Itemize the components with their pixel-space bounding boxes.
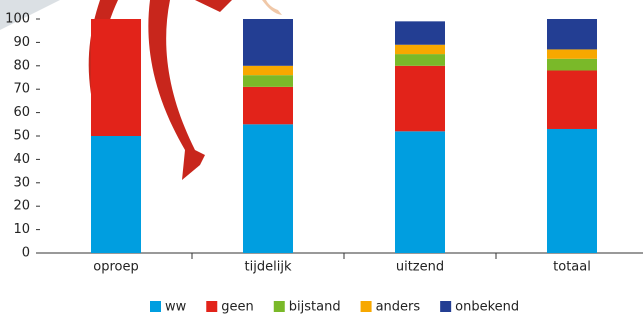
bar-segment (243, 19, 293, 66)
bar-segment (243, 87, 293, 124)
legend-swatch (361, 301, 372, 312)
bar-segment (395, 45, 445, 54)
x-tick-label: tijdelijk (245, 260, 292, 275)
decoration (195, 0, 232, 12)
bar-segment (547, 70, 597, 129)
x-tick-label: uitzend (396, 260, 444, 275)
bar-segment (395, 131, 445, 253)
legend-swatch (274, 301, 285, 312)
y-tick-label: 0 (22, 246, 30, 261)
decoration (262, 0, 282, 15)
y-tick-label: 20 (13, 199, 30, 214)
y-tick-label: 60 (13, 105, 30, 120)
legend-swatch (150, 301, 161, 312)
y-tick-label: 50 (13, 129, 30, 144)
bar-segment (395, 54, 445, 66)
y-tick-label: 90 (13, 35, 30, 50)
y-tick-label: 70 (13, 82, 30, 97)
bar-segment (243, 124, 293, 253)
bar-segment (91, 136, 141, 253)
bar-segment (547, 19, 597, 49)
bar-segment (395, 66, 445, 132)
y-tick-label: 100 (5, 12, 30, 27)
y-tick-label: 40 (13, 152, 30, 167)
y-tick-label: 30 (13, 175, 30, 190)
bar-segment (243, 75, 293, 87)
bar-segment (547, 129, 597, 253)
bar-segment (547, 49, 597, 58)
bar-segment (547, 59, 597, 71)
decoration (148, 0, 205, 180)
legend-label: ww (165, 300, 187, 314)
bar-segment (395, 21, 445, 44)
bar-segment (243, 66, 293, 75)
legend-label: bijstand (289, 300, 341, 314)
x-tick-label: oproep (93, 260, 138, 275)
legend-label: geen (221, 300, 254, 314)
y-tick-label: 80 (13, 58, 30, 73)
x-tick-label: totaal (553, 260, 591, 275)
legend-label: anders (376, 300, 421, 314)
chart: 0 10 20 30 40 50 60 70 80 90 100 oproep tijdelijk uit… (0, 0, 643, 314)
legend-swatch (206, 301, 217, 312)
legend-swatch (440, 301, 451, 312)
legend-label: onbekend (455, 300, 519, 314)
y-tick-label: 10 (13, 222, 30, 237)
bar-segment (91, 19, 141, 136)
